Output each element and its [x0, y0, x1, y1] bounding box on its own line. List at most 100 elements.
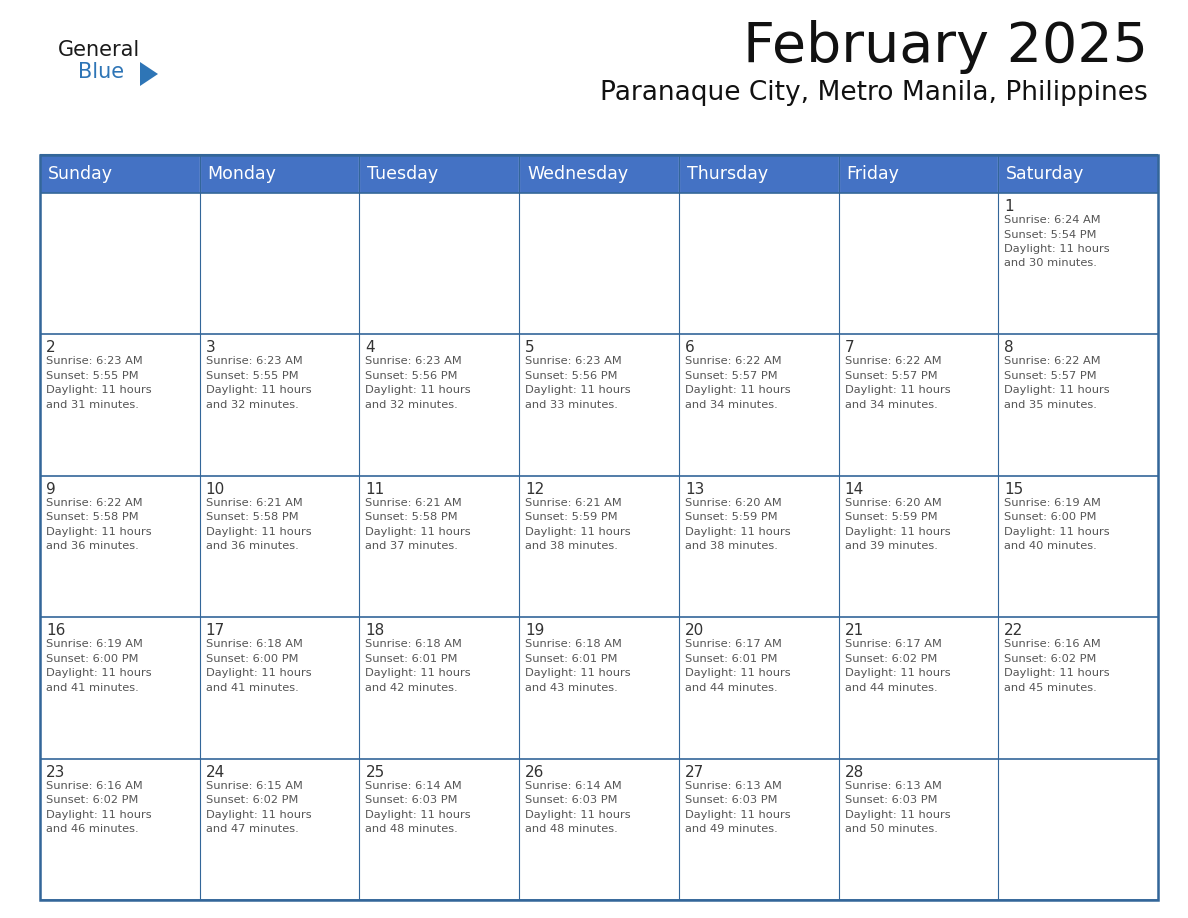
Text: Daylight: 11 hours: Daylight: 11 hours — [366, 527, 472, 537]
Text: Sunrise: 6:16 AM: Sunrise: 6:16 AM — [1004, 639, 1101, 649]
Text: Sunset: 5:58 PM: Sunset: 5:58 PM — [366, 512, 459, 522]
Text: Sunrise: 6:14 AM: Sunrise: 6:14 AM — [366, 780, 462, 790]
Bar — [998, 617, 1158, 758]
Text: and 48 minutes.: and 48 minutes. — [525, 824, 618, 834]
Text: and 42 minutes.: and 42 minutes. — [366, 683, 459, 693]
Text: Sunset: 5:59 PM: Sunset: 5:59 PM — [845, 512, 937, 522]
Text: 20: 20 — [684, 623, 704, 638]
Bar — [998, 334, 1158, 476]
Bar — [519, 476, 678, 617]
Text: 28: 28 — [845, 765, 864, 779]
Text: Paranaque City, Metro Manila, Philippines: Paranaque City, Metro Manila, Philippine… — [600, 80, 1148, 106]
Text: Sunrise: 6:22 AM: Sunrise: 6:22 AM — [684, 356, 782, 366]
Text: 2: 2 — [46, 341, 56, 355]
Text: Sunrise: 6:22 AM: Sunrise: 6:22 AM — [845, 356, 941, 366]
Bar — [40, 476, 200, 617]
Text: Sunrise: 6:22 AM: Sunrise: 6:22 AM — [1004, 356, 1101, 366]
Polygon shape — [140, 62, 158, 86]
Text: and 37 minutes.: and 37 minutes. — [366, 542, 459, 552]
Text: Daylight: 11 hours: Daylight: 11 hours — [684, 527, 790, 537]
Text: 27: 27 — [684, 765, 704, 779]
Text: Sunrise: 6:14 AM: Sunrise: 6:14 AM — [525, 780, 621, 790]
Bar — [360, 617, 519, 758]
Text: Thursday: Thursday — [687, 165, 767, 183]
Text: and 41 minutes.: and 41 minutes. — [206, 683, 298, 693]
Text: 15: 15 — [1004, 482, 1024, 497]
Text: 8: 8 — [1004, 341, 1013, 355]
Text: Daylight: 11 hours: Daylight: 11 hours — [206, 668, 311, 678]
Bar — [678, 155, 839, 193]
Text: and 43 minutes.: and 43 minutes. — [525, 683, 618, 693]
Text: Daylight: 11 hours: Daylight: 11 hours — [206, 527, 311, 537]
Text: 16: 16 — [46, 623, 65, 638]
Text: Monday: Monday — [208, 165, 277, 183]
Bar — [839, 758, 998, 900]
Text: and 46 minutes.: and 46 minutes. — [46, 824, 139, 834]
Text: 12: 12 — [525, 482, 544, 497]
Text: Sunrise: 6:21 AM: Sunrise: 6:21 AM — [206, 498, 303, 508]
Text: Sunset: 5:55 PM: Sunset: 5:55 PM — [206, 371, 298, 381]
Text: Sunset: 6:00 PM: Sunset: 6:00 PM — [206, 654, 298, 664]
Text: Sunset: 6:02 PM: Sunset: 6:02 PM — [1004, 654, 1097, 664]
Text: Sunrise: 6:21 AM: Sunrise: 6:21 AM — [366, 498, 462, 508]
Text: and 31 minutes.: and 31 minutes. — [46, 400, 139, 410]
Text: and 44 minutes.: and 44 minutes. — [845, 683, 937, 693]
Bar — [200, 476, 360, 617]
Text: 17: 17 — [206, 623, 225, 638]
Text: Daylight: 11 hours: Daylight: 11 hours — [206, 386, 311, 396]
Bar — [40, 155, 200, 193]
Text: Sunrise: 6:22 AM: Sunrise: 6:22 AM — [46, 498, 143, 508]
Text: and 41 minutes.: and 41 minutes. — [46, 683, 139, 693]
Text: Sunset: 6:03 PM: Sunset: 6:03 PM — [845, 795, 937, 805]
Text: and 30 minutes.: and 30 minutes. — [1004, 259, 1098, 268]
Text: 6: 6 — [684, 341, 695, 355]
Text: 9: 9 — [46, 482, 56, 497]
Text: Sunset: 6:02 PM: Sunset: 6:02 PM — [845, 654, 937, 664]
Text: Sunrise: 6:13 AM: Sunrise: 6:13 AM — [845, 780, 941, 790]
Text: General: General — [58, 40, 140, 60]
Text: 19: 19 — [525, 623, 544, 638]
Text: Sunrise: 6:23 AM: Sunrise: 6:23 AM — [46, 356, 143, 366]
Text: Sunrise: 6:15 AM: Sunrise: 6:15 AM — [206, 780, 303, 790]
Text: Sunset: 5:57 PM: Sunset: 5:57 PM — [684, 371, 777, 381]
Bar — [998, 476, 1158, 617]
Text: Sunset: 5:57 PM: Sunset: 5:57 PM — [1004, 371, 1097, 381]
Text: and 45 minutes.: and 45 minutes. — [1004, 683, 1097, 693]
Text: Sunset: 6:01 PM: Sunset: 6:01 PM — [684, 654, 777, 664]
Text: Sunset: 6:01 PM: Sunset: 6:01 PM — [525, 654, 618, 664]
Text: and 32 minutes.: and 32 minutes. — [206, 400, 298, 410]
Text: Sunrise: 6:19 AM: Sunrise: 6:19 AM — [46, 639, 143, 649]
Text: Daylight: 11 hours: Daylight: 11 hours — [1004, 244, 1110, 254]
Text: 7: 7 — [845, 341, 854, 355]
Bar — [200, 758, 360, 900]
Bar — [678, 758, 839, 900]
Text: Sunrise: 6:13 AM: Sunrise: 6:13 AM — [684, 780, 782, 790]
Text: and 38 minutes.: and 38 minutes. — [525, 542, 618, 552]
Bar — [519, 334, 678, 476]
Text: Sunrise: 6:18 AM: Sunrise: 6:18 AM — [366, 639, 462, 649]
Text: Sunset: 6:02 PM: Sunset: 6:02 PM — [206, 795, 298, 805]
Text: Sunset: 5:58 PM: Sunset: 5:58 PM — [206, 512, 298, 522]
Text: Sunrise: 6:23 AM: Sunrise: 6:23 AM — [206, 356, 303, 366]
Text: Daylight: 11 hours: Daylight: 11 hours — [1004, 386, 1110, 396]
Text: and 33 minutes.: and 33 minutes. — [525, 400, 618, 410]
Text: and 48 minutes.: and 48 minutes. — [366, 824, 459, 834]
Bar — [678, 193, 839, 334]
Text: and 34 minutes.: and 34 minutes. — [684, 400, 778, 410]
Bar — [40, 617, 200, 758]
Text: Sunrise: 6:17 AM: Sunrise: 6:17 AM — [845, 639, 941, 649]
Text: Friday: Friday — [847, 165, 899, 183]
Text: 14: 14 — [845, 482, 864, 497]
Text: and 35 minutes.: and 35 minutes. — [1004, 400, 1098, 410]
Text: Sunset: 5:59 PM: Sunset: 5:59 PM — [525, 512, 618, 522]
Text: 5: 5 — [525, 341, 535, 355]
Text: 4: 4 — [366, 341, 375, 355]
Text: Daylight: 11 hours: Daylight: 11 hours — [206, 810, 311, 820]
Text: Sunset: 6:03 PM: Sunset: 6:03 PM — [366, 795, 457, 805]
Bar — [200, 617, 360, 758]
Text: Sunrise: 6:20 AM: Sunrise: 6:20 AM — [684, 498, 782, 508]
Text: Sunrise: 6:19 AM: Sunrise: 6:19 AM — [1004, 498, 1101, 508]
Text: Sunset: 6:00 PM: Sunset: 6:00 PM — [1004, 512, 1097, 522]
Text: Daylight: 11 hours: Daylight: 11 hours — [525, 386, 631, 396]
Text: Sunset: 6:02 PM: Sunset: 6:02 PM — [46, 795, 138, 805]
